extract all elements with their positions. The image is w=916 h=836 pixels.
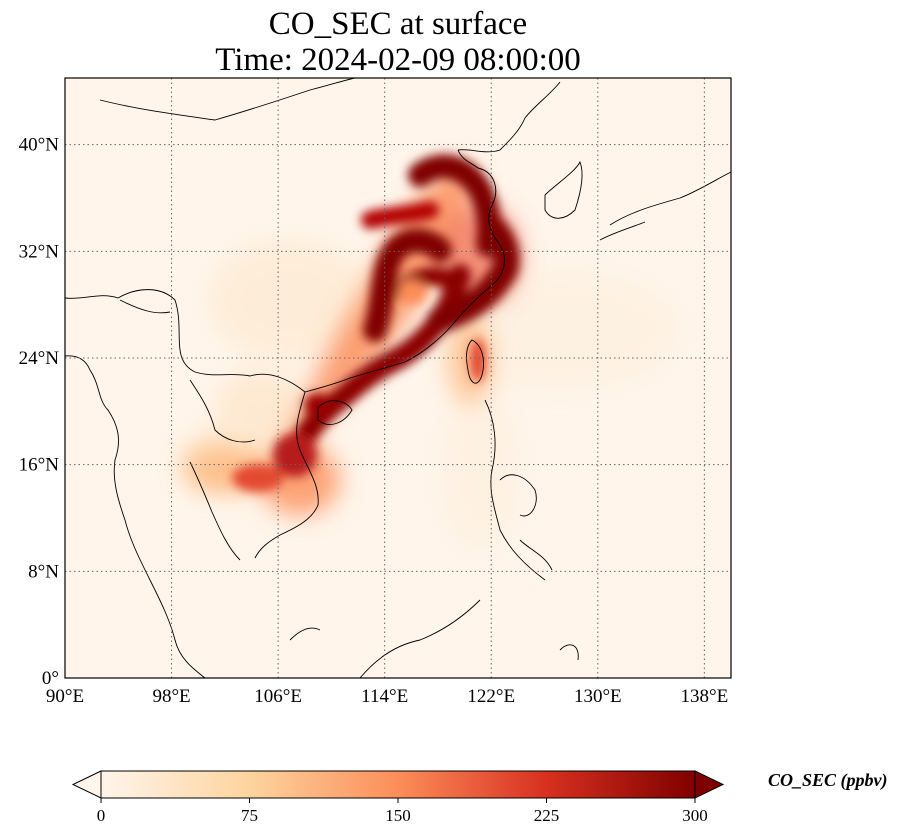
x-tick-label: 122°E [467, 686, 515, 707]
y-tick-label: 24°N [19, 348, 60, 369]
y-tick-label: 16°N [19, 455, 60, 476]
x-tick-label: 138°E [681, 686, 729, 707]
colorbar-extend-max [694, 770, 725, 799]
map-plot-area [64, 77, 732, 679]
colorbar-ticks [100, 798, 696, 803]
co-haze-layer [180, 240, 680, 550]
x-tick-label: 130°E [574, 686, 622, 707]
colorbar [71, 770, 725, 803]
colorbar-tick-label: 150 [385, 806, 411, 825]
x-tick-label: 98°E [152, 686, 190, 707]
colorbar-tick-label: 75 [241, 806, 258, 825]
x-tick-label: 90°E [46, 686, 84, 707]
map-title: CO_SEC at surface [268, 6, 528, 42]
y-tick-label: 0° [42, 668, 59, 689]
y-tick-label: 8°N [28, 561, 59, 582]
co-plume-core [232, 154, 520, 492]
x-axis-ticks: 90°E 98°E 106°E 114°E 122°E 130°E 138°E [46, 686, 728, 707]
gridlines [65, 78, 731, 678]
x-tick-label: 106°E [254, 686, 302, 707]
colorbar-extend-min [71, 770, 102, 799]
colorbar-tick-label: 300 [682, 806, 708, 825]
map-subtitle-time: Time: 2024-02-09 08:00:00 [215, 42, 581, 78]
colorbar-tick-label: 225 [533, 806, 560, 825]
y-tick-label: 32°N [19, 241, 60, 262]
x-tick-label: 114°E [361, 686, 408, 707]
coastlines [65, 78, 731, 678]
y-tick-label: 40°N [19, 135, 60, 156]
colorbar-tick-label: 0 [96, 806, 106, 825]
colorbar-label: CO_SEC (ppbv) [768, 770, 888, 790]
y-axis-ticks: 0° 8°N 16°N 24°N 32°N 40°N [19, 135, 60, 689]
colorbar-gradient [101, 771, 695, 798]
